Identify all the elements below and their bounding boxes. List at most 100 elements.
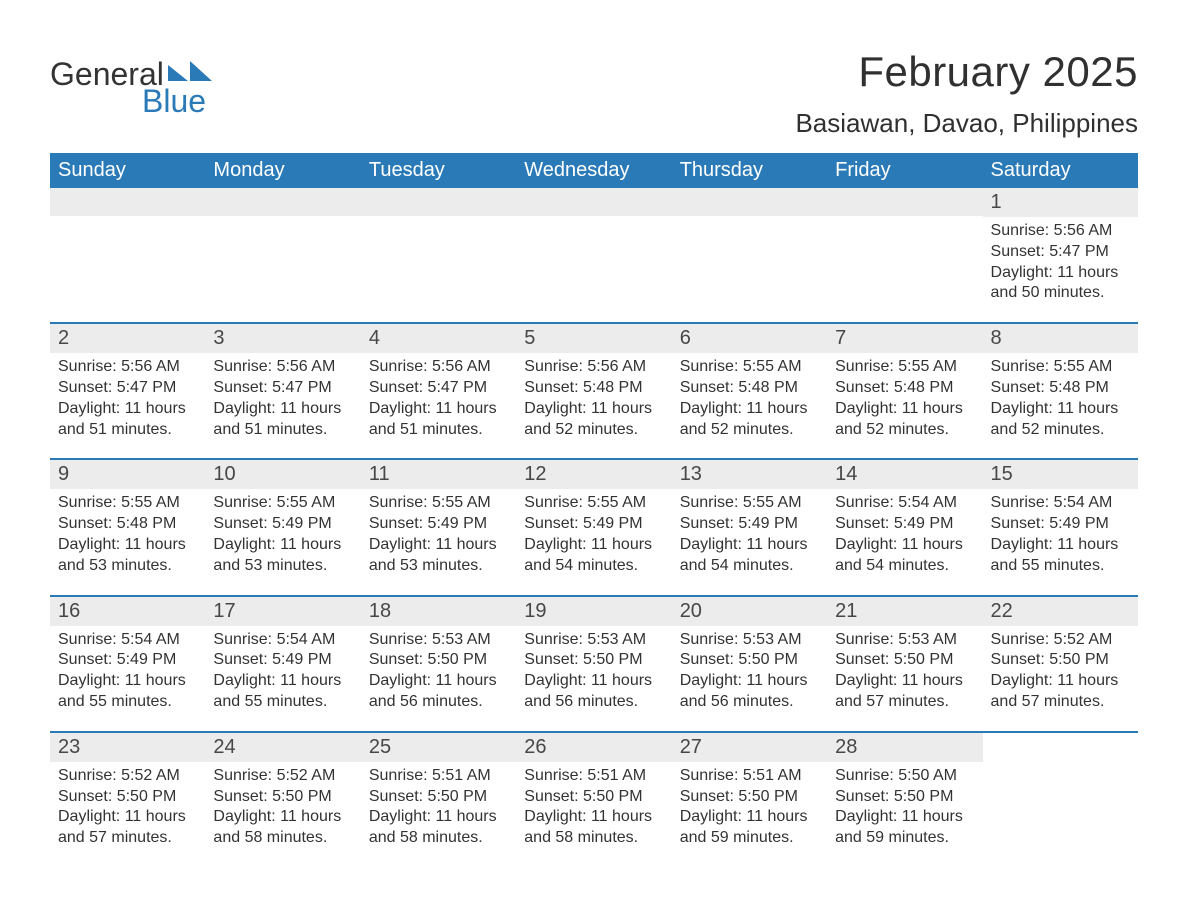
day-sunrise: Sunrise: 5:55 AM — [369, 493, 508, 514]
day-number: 5 — [524, 327, 535, 349]
day-daylight2: and 58 minutes. — [213, 828, 352, 849]
day-cell: 20Sunrise: 5:53 AMSunset: 5:50 PMDayligh… — [672, 597, 827, 731]
day-cell — [827, 188, 982, 322]
day-daylight1: Daylight: 11 hours — [991, 399, 1130, 420]
daynum-band: 3 — [205, 324, 360, 353]
week-row: 9Sunrise: 5:55 AMSunset: 5:48 PMDaylight… — [50, 458, 1138, 594]
weekday-header: Friday — [827, 153, 982, 188]
day-daylight1: Daylight: 11 hours — [213, 535, 352, 556]
day-sunrise: Sunrise: 5:55 AM — [213, 493, 352, 514]
day-daylight1: Daylight: 11 hours — [835, 807, 974, 828]
day-daylight1: Daylight: 11 hours — [835, 671, 974, 692]
day-sunrise: Sunrise: 5:55 AM — [58, 493, 197, 514]
empty-daynum-band — [205, 188, 360, 216]
day-daylight2: and 52 minutes. — [991, 420, 1130, 441]
day-cell — [516, 188, 671, 322]
day-daylight2: and 54 minutes. — [524, 556, 663, 577]
month-title: February 2025 — [795, 48, 1138, 96]
day-daylight2: and 59 minutes. — [835, 828, 974, 849]
day-cell — [205, 188, 360, 322]
daynum-band: 9 — [50, 460, 205, 489]
day-sunset: Sunset: 5:50 PM — [835, 650, 974, 671]
day-daylight2: and 53 minutes. — [213, 556, 352, 577]
day-body: Sunrise: 5:55 AMSunset: 5:48 PMDaylight:… — [672, 353, 827, 440]
day-sunrise: Sunrise: 5:53 AM — [369, 630, 508, 651]
day-number: 22 — [991, 600, 1013, 622]
day-daylight2: and 54 minutes. — [680, 556, 819, 577]
day-sunrise: Sunrise: 5:54 AM — [213, 630, 352, 651]
day-number: 21 — [835, 600, 857, 622]
daynum-band: 2 — [50, 324, 205, 353]
day-number: 10 — [213, 463, 235, 485]
day-daylight1: Daylight: 11 hours — [369, 671, 508, 692]
day-daylight1: Daylight: 11 hours — [369, 535, 508, 556]
day-sunset: Sunset: 5:48 PM — [835, 378, 974, 399]
day-sunset: Sunset: 5:50 PM — [524, 787, 663, 808]
day-cell: 14Sunrise: 5:54 AMSunset: 5:49 PMDayligh… — [827, 460, 982, 594]
day-cell: 19Sunrise: 5:53 AMSunset: 5:50 PMDayligh… — [516, 597, 671, 731]
daynum-band: 27 — [672, 733, 827, 762]
day-daylight2: and 53 minutes. — [369, 556, 508, 577]
empty-daynum-band — [361, 188, 516, 216]
weekday-header: Thursday — [672, 153, 827, 188]
day-cell: 11Sunrise: 5:55 AMSunset: 5:49 PMDayligh… — [361, 460, 516, 594]
day-number: 18 — [369, 600, 391, 622]
day-sunrise: Sunrise: 5:54 AM — [58, 630, 197, 651]
day-body: Sunrise: 5:54 AMSunset: 5:49 PMDaylight:… — [50, 626, 205, 713]
calendar-grid: Sunday Monday Tuesday Wednesday Thursday… — [50, 153, 1138, 867]
day-daylight1: Daylight: 11 hours — [58, 671, 197, 692]
brand-logo: General Blue — [50, 56, 212, 120]
day-daylight1: Daylight: 11 hours — [213, 671, 352, 692]
day-body: Sunrise: 5:54 AMSunset: 5:49 PMDaylight:… — [983, 489, 1138, 576]
day-sunset: Sunset: 5:49 PM — [213, 650, 352, 671]
day-sunrise: Sunrise: 5:56 AM — [213, 357, 352, 378]
empty-daynum-band — [827, 188, 982, 216]
empty-daynum-band — [516, 188, 671, 216]
day-body: Sunrise: 5:56 AMSunset: 5:47 PMDaylight:… — [205, 353, 360, 440]
week-row: 23Sunrise: 5:52 AMSunset: 5:50 PMDayligh… — [50, 731, 1138, 867]
day-number: 11 — [369, 463, 390, 485]
daynum-band: 24 — [205, 733, 360, 762]
day-cell — [50, 188, 205, 322]
day-daylight2: and 56 minutes. — [680, 692, 819, 713]
day-sunrise: Sunrise: 5:54 AM — [835, 493, 974, 514]
day-body: Sunrise: 5:55 AMSunset: 5:49 PMDaylight:… — [516, 489, 671, 576]
day-sunset: Sunset: 5:49 PM — [213, 514, 352, 535]
daynum-band: 23 — [50, 733, 205, 762]
day-sunrise: Sunrise: 5:53 AM — [524, 630, 663, 651]
daynum-band: 20 — [672, 597, 827, 626]
day-number: 1 — [991, 191, 1002, 213]
daynum-band: 1 — [983, 188, 1138, 217]
day-sunset: Sunset: 5:47 PM — [213, 378, 352, 399]
day-cell: 21Sunrise: 5:53 AMSunset: 5:50 PMDayligh… — [827, 597, 982, 731]
day-daylight1: Daylight: 11 hours — [524, 399, 663, 420]
day-cell — [361, 188, 516, 322]
calendar-page: General Blue February 2025 Basiawan, Dav… — [0, 0, 1188, 907]
day-sunset: Sunset: 5:49 PM — [58, 650, 197, 671]
day-sunrise: Sunrise: 5:52 AM — [213, 766, 352, 787]
day-number: 13 — [680, 463, 702, 485]
daynum-band: 26 — [516, 733, 671, 762]
brand-word2: Blue — [142, 83, 212, 120]
day-sunrise: Sunrise: 5:56 AM — [58, 357, 197, 378]
daynum-band: 28 — [827, 733, 982, 762]
day-cell: 24Sunrise: 5:52 AMSunset: 5:50 PMDayligh… — [205, 733, 360, 867]
day-number: 28 — [835, 736, 857, 758]
day-sunrise: Sunrise: 5:52 AM — [58, 766, 197, 787]
day-number: 6 — [680, 327, 691, 349]
day-body: Sunrise: 5:56 AMSunset: 5:47 PMDaylight:… — [983, 217, 1138, 304]
day-cell — [672, 188, 827, 322]
day-number: 12 — [524, 463, 546, 485]
day-cell: 1 Sunrise: 5:56 AMSunset: 5:47 PMDaylight… — [983, 188, 1138, 322]
day-daylight2: and 56 minutes. — [524, 692, 663, 713]
day-body: Sunrise: 5:55 AMSunset: 5:49 PMDaylight:… — [205, 489, 360, 576]
day-daylight2: and 52 minutes. — [835, 420, 974, 441]
day-sunrise: Sunrise: 5:56 AM — [991, 221, 1130, 242]
day-daylight1: Daylight: 11 hours — [680, 807, 819, 828]
day-number: 2 — [58, 327, 69, 349]
daynum-band: 21 — [827, 597, 982, 626]
day-daylight1: Daylight: 11 hours — [835, 399, 974, 420]
day-sunset: Sunset: 5:50 PM — [680, 787, 819, 808]
day-number: 7 — [835, 327, 846, 349]
day-cell: 25Sunrise: 5:51 AMSunset: 5:50 PMDayligh… — [361, 733, 516, 867]
